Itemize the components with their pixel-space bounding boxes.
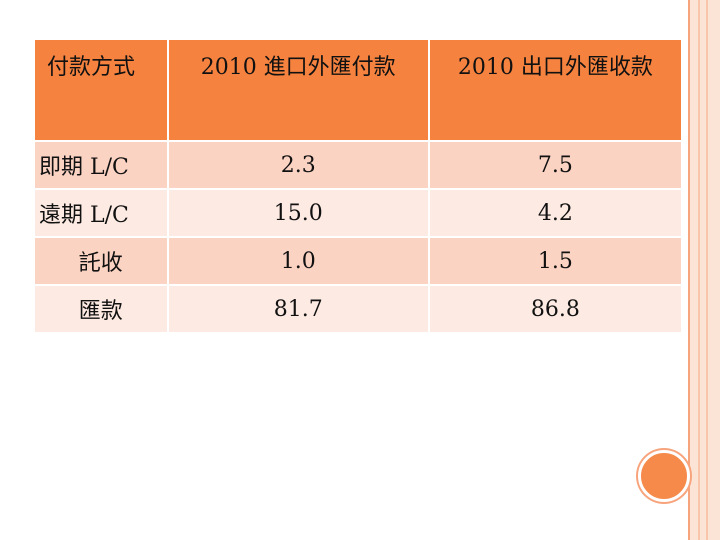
decorative-line xyxy=(698,0,700,540)
payment-method-table: 付款方式 2010 進口外匯付款 2010 出口外匯收款 即期 L/C 2.3 … xyxy=(33,38,684,334)
decorative-line xyxy=(706,0,708,540)
table-row: 遠期 L/C 15.0 4.2 xyxy=(33,188,684,238)
export-value: 7.5 xyxy=(427,140,684,190)
export-value: 86.8 xyxy=(427,284,684,334)
header-export-receipt: 2010 出口外匯收款 xyxy=(427,38,684,142)
row-label: 即期 L/C xyxy=(33,140,169,190)
table-row: 即期 L/C 2.3 7.5 xyxy=(33,140,684,190)
decorative-circle xyxy=(638,450,690,502)
decorative-side-bar xyxy=(690,0,720,540)
decorative-line xyxy=(688,0,690,540)
export-value: 1.5 xyxy=(427,236,684,286)
header-payment-method: 付款方式 xyxy=(33,38,169,142)
import-value: 2.3 xyxy=(166,140,430,190)
row-label: 遠期 L/C xyxy=(33,188,169,238)
export-value: 4.2 xyxy=(427,188,684,238)
header-import-payment: 2010 進口外匯付款 xyxy=(166,38,430,142)
table-row: 匯款 81.7 86.8 xyxy=(33,284,684,334)
import-value: 15.0 xyxy=(166,188,430,238)
import-value: 1.0 xyxy=(166,236,430,286)
row-label: 匯款 xyxy=(33,284,169,334)
table-header-row: 付款方式 2010 進口外匯付款 2010 出口外匯收款 xyxy=(33,38,684,142)
table-row: 託收 1.0 1.5 xyxy=(33,236,684,286)
row-label: 託收 xyxy=(33,236,169,286)
import-value: 81.7 xyxy=(166,284,430,334)
